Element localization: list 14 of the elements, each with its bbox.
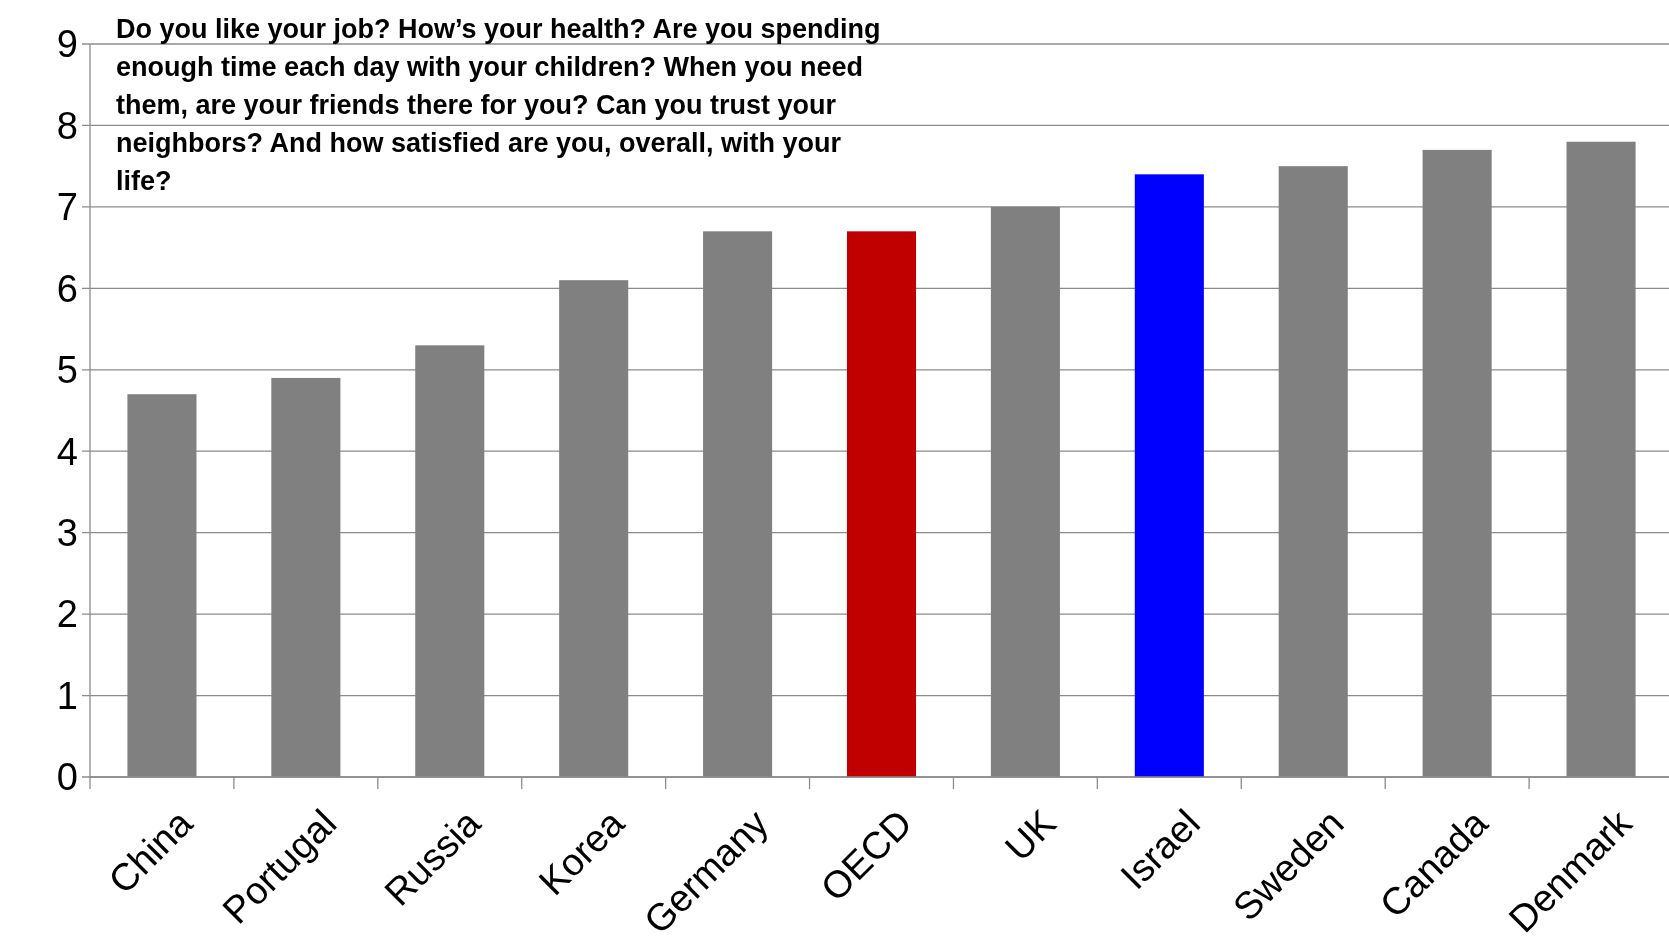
y-tick-label: 3 [56,511,78,554]
y-tick-label: 5 [56,349,78,392]
bar [846,231,917,777]
y-tick-label: 2 [56,593,78,636]
y-tick-label: 6 [56,267,78,310]
bar [1134,174,1204,777]
y-tick-label: 1 [56,674,78,717]
y-tick-label: 8 [56,104,78,147]
y-tick-label: 4 [56,430,78,473]
y-tick-label: 9 [56,23,78,66]
y-tick-label: 7 [56,186,78,229]
x-tick-label: UK [996,801,1064,869]
y-tick-label: 0 [56,756,78,799]
text: Do you like your job? How’s your health? Are you spending enough time each day with your children? When you need them, are your friends there for you? Can you trust your neighbors? And how satisfied are you, overall, with your life? [116,14,881,196]
